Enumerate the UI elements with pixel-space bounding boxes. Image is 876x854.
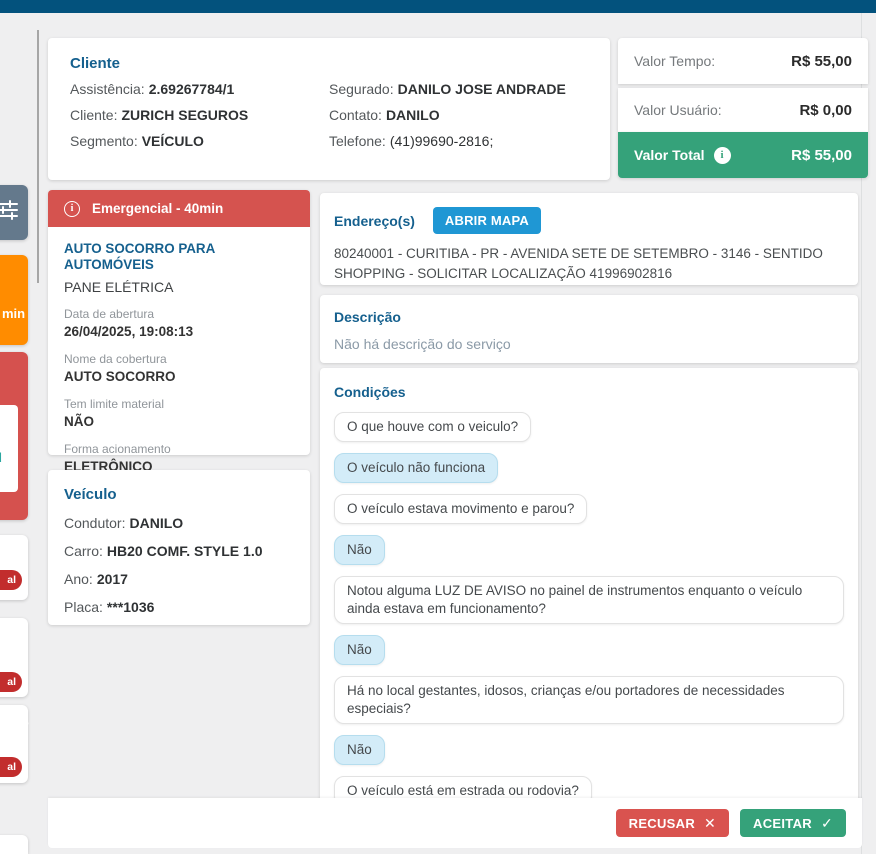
service-list-card-orange[interactable]: min [0,255,28,345]
address-text: 80240001 - CURITIBA - PR - AVENIDA SETE … [334,246,823,281]
address-card-title: Endereço(s) [334,212,415,229]
x-icon: ✕ [704,814,717,831]
top-navigation-bar [0,0,876,13]
conditions-card-title: Condições [334,384,406,400]
opening-date-field: Data de abertura 26/04/2025, 19:08:13 [64,307,194,339]
info-icon[interactable]: i [713,146,731,164]
condition-question: Notou alguma LUZ DE AVISO no painel de i… [334,576,844,624]
material-limit-field: Tem limite material NÃO [64,397,165,429]
urgency-label: Emergencial - 40min [92,201,224,216]
decline-button[interactable]: RECUSAR ✕ [615,809,730,837]
segment-row: Segmento: VEÍCULO [70,133,204,149]
description-text: Não há descrição do serviço [334,336,511,352]
service-list-card[interactable] [0,835,28,854]
condition-answer: Não [334,735,385,765]
action-footer: RECUSAR ✕ ACEITAR ✓ [48,798,862,848]
accept-button[interactable]: ACEITAR ✓ [740,809,846,837]
value-total-amount: R$ 55,00 [791,146,852,164]
info-icon: i [64,200,80,217]
value-user-row: Valor Usuário: R$ 0,00 [618,88,868,132]
condition-question: Há no local gestantes, idosos, crianças … [334,676,844,724]
insured-row: Segurado: DANILO JOSE ANDRADE [329,81,566,97]
urgency-banner: i Emergencial - 40min [48,190,310,227]
plate-row: Placa: ***1036 [64,599,155,615]
main-scroll-divider [861,13,862,854]
condition-answer: Não [334,635,385,665]
client-name-row: Cliente: ZURICH SEGUROS [70,107,249,123]
status-badge: al [0,672,22,692]
driver-row: Condutor: DANILO [64,515,184,531]
condition-answer: Não [334,535,385,565]
check-icon: ✓ [820,814,833,831]
phone-link[interactable]: (41)99690-2816; [389,133,494,149]
service-list-card[interactable] [0,535,28,600]
value-total-label: Valor Total [634,147,705,163]
condition-question: O veículo estava movimento e parou? [334,494,588,524]
contact-row: Contato: DANILO [329,107,440,123]
coverage-name-field: Nome da cobertura AUTO SOCORRO [64,352,176,384]
service-subtitle: PANE ELÉTRICA [64,279,174,295]
status-badge: al [0,757,22,777]
detail-link-text[interactable]: d [0,450,2,465]
condition-answer: O veículo não funciona [334,453,499,483]
status-badge: al [0,570,22,590]
condition-question: O que houve com o veiculo? [334,412,532,442]
conditions-card: Condições O que houve com o veiculo? O v… [320,368,858,810]
phone-row: Telefone: (41)99690-2816; [329,133,494,149]
value-total-row: Valor Total i R$ 55,00 [618,132,868,178]
description-card-title: Descrição [334,309,401,325]
open-map-button[interactable]: ABRIR MAPA [432,207,542,234]
value-user-amount: R$ 0,00 [799,101,852,119]
description-card: Descrição Não há descrição do serviço [320,295,858,363]
service-list-card-expanded[interactable]: d [0,352,30,726]
car-row: Carro: HB20 COMF. STYLE 1.0 [64,543,263,559]
year-row: Ano: 2017 [64,571,128,587]
address-card: Endereço(s) ABRIR MAPA 80240001 - CURITI… [320,193,858,285]
vehicle-card: Veículo Condutor: DANILO Carro: HB20 COMF.… [48,470,310,625]
value-time-row: Valor Tempo: R$ 55,00 [618,38,868,84]
service-title: AUTO SOCORRO PARA AUTOMÓVEIS [64,241,215,272]
value-time-amount: R$ 55,00 [791,52,852,70]
sliders-filter-icon [0,199,19,226]
service-card: i Emergencial - 40min AUTO SOCORRO PARA … [48,190,310,474]
service-list-inner-card: d [0,405,18,492]
client-card-title: Cliente [70,55,121,72]
vehicle-card-title: Veículo [64,486,117,503]
filter-button[interactable] [0,185,28,240]
sla-minutes-label: min [2,306,26,321]
client-card: Cliente Assistência: 2.69267784/1 Cliente… [48,38,610,180]
assistance-number-row: Assistência: 2.69267784/1 [70,81,235,97]
background-scrollbar[interactable] [37,30,39,283]
